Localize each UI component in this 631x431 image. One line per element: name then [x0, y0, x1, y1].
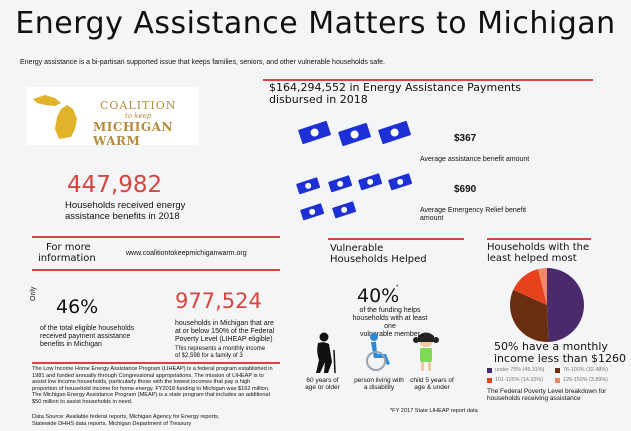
data-source: Data Source: Available federal reports, … — [32, 414, 219, 427]
legend-swatch — [487, 378, 492, 383]
vulnerable-value: 40% — [357, 285, 400, 307]
emergency-label-1: Average Emergency Relief benefit — [420, 207, 527, 214]
poverty-label-1: households in Michigan that are — [175, 320, 274, 327]
poverty-label-3: Poverty Level (LIHEAP eligible) — [175, 336, 273, 343]
emergency-value: $690 — [454, 184, 477, 195]
pie-slice-under-75- — [547, 268, 585, 342]
poverty-value: 977,524 — [175, 289, 262, 313]
eligible-value: 46% — [56, 296, 99, 318]
least-title-1: Households with the — [487, 242, 590, 253]
about-line: assist low income households, particular… — [32, 379, 251, 386]
child-icon — [413, 332, 439, 371]
wheelchair-icon — [366, 333, 390, 371]
more-info-line2: information — [38, 253, 96, 264]
logo-line2: to keep — [125, 112, 152, 120]
vulnerable-footnote: *FY 2017 State LIHEAP report data — [390, 408, 478, 414]
group-elderly: 60 years of age or older — [300, 377, 345, 392]
eligible-label-2: received payment assistance — [40, 333, 131, 340]
pie-slice-126-150- — [538, 268, 547, 305]
money-icons — [296, 120, 413, 221]
poverty-note-2: of $2,598 for a family of 3 — [175, 353, 243, 359]
more-info-line1: For more — [46, 242, 91, 253]
eligible-label-1: of the total eligible households — [40, 325, 135, 332]
legend-label: under 75% (49.31%) — [495, 367, 545, 373]
coalition-logo: COALITION to keep MICHIGAN WARM — [27, 87, 199, 148]
least-note-1: The Federal Poverty Level breakdown for — [487, 388, 607, 395]
eligible-label-3: benefits in Michigan — [40, 341, 102, 348]
michigan-map-icon — [33, 95, 77, 139]
least-headline-2: income less than $1260 — [494, 352, 627, 365]
about-line: The Michigan Energy Assistance Program (… — [32, 392, 270, 399]
vulnerable-title-2: Households Helped — [330, 254, 427, 265]
pie-slice-101-125- — [513, 269, 547, 305]
least-note-2: households receiving assistance — [487, 395, 581, 403]
data-source-line1: Data Source: Available federal reports, … — [32, 414, 220, 420]
group-disability-line2: a disability — [363, 384, 395, 392]
legend-label: 101-125% (14.32%) — [495, 377, 543, 383]
least-note: The Federal Poverty Level breakdown for … — [487, 388, 606, 403]
legend-label: 126-150% (3.89%) — [563, 377, 608, 383]
divider — [487, 238, 591, 240]
divider — [32, 236, 280, 238]
vulnerable-label: of the funding helps households with at … — [350, 307, 430, 339]
group-child: child 5 years of age & under — [406, 377, 458, 392]
divider — [328, 238, 464, 240]
poverty-label-2: at or below 150% of the Federal — [175, 328, 275, 335]
households-label-1: Households received energy — [65, 200, 186, 211]
liheap-about: The Low Income Home Energy Assistance Pr… — [32, 366, 273, 406]
group-disability: person living with a disability — [348, 377, 410, 392]
about-line: 1981 and funded annually through Congres… — [32, 372, 264, 379]
vulnerable-label-2: households with at least one — [352, 315, 428, 331]
households-label-2: assistance benefits in 2018 — [65, 211, 180, 222]
pie-slice-76-100- — [510, 289, 549, 342]
legend-label: 76-100% (32.48%) — [563, 367, 608, 373]
group-elderly-line1: 60 years of — [306, 377, 339, 384]
vulnerable-asterisk: * — [396, 285, 399, 291]
group-child-line1: child 5 years of — [410, 377, 454, 384]
fpl-pie-chart — [510, 268, 585, 342]
least-headline-1: 50% have a monthly — [494, 340, 608, 353]
legend-swatch — [555, 368, 560, 373]
group-elderly-line2: age or older — [305, 384, 340, 392]
households-value: 447,982 — [67, 172, 163, 198]
subtitle: Energy assistance is a bi-partisan suppo… — [20, 59, 385, 66]
about-line: $50 million to assist households in need… — [32, 398, 133, 405]
vulnerable-label-3: vulnerable member — [360, 331, 420, 339]
vulnerable-title-1: Vulnerable — [330, 243, 384, 254]
avg-benefit-value: $367 — [454, 133, 477, 144]
poverty-note-1: This represents a monthly income — [175, 346, 266, 352]
emergency-label-2: amount — [420, 215, 444, 222]
group-disability-line1: person living with — [354, 377, 404, 384]
avg-benefit-label: Average assistance benefit amount — [420, 156, 530, 163]
data-source-line2: Statewide DHHS data reports, Michigan De… — [32, 420, 192, 427]
logo-line3: MICHIGAN WARM — [93, 120, 173, 148]
least-title-2: least helped most — [487, 253, 577, 264]
legend-swatch — [487, 368, 492, 373]
website-link[interactable]: www.coalitiontokeepmichiganwarm.org — [126, 250, 247, 257]
divider — [263, 79, 593, 81]
about-line: The Low Income Home Energy Assistance Pr… — [32, 366, 273, 372]
logo-line1: COALITION — [100, 99, 177, 112]
legend-swatch — [555, 378, 560, 383]
only-label: Only — [30, 286, 37, 301]
divider — [32, 362, 280, 364]
elderly-icon — [316, 332, 336, 374]
group-child-line2: age & under — [414, 384, 450, 392]
vulnerable-label-1: of the funding helps — [359, 307, 421, 314]
about-line: proportion of household income for home … — [32, 385, 270, 392]
payments-line1: $164,294,552 in Energy Assistance Paymen… — [269, 81, 522, 94]
divider — [32, 269, 280, 271]
payments-line2: disbursed in 2018 — [269, 93, 368, 106]
page-title: Energy Assistance Matters to Michigan — [15, 6, 616, 41]
